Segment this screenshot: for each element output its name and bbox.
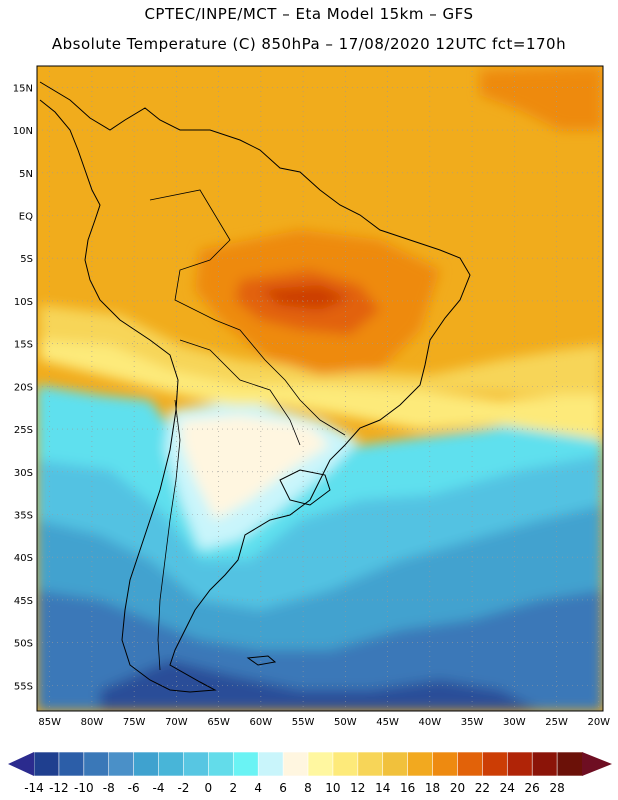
colorbar: -14 -12 -10 -8 -6 -4 -2 0 2 4 6 8 10 12 14 16 18 20 22 24 26…: [0, 748, 618, 800]
lat-tick-label: 50S: [14, 639, 33, 650]
colorbar-swatch: [59, 752, 84, 776]
longitude-ticks: 85W 80W 75W 70W 65W 60W 55W 50W 45W 40W 35W 30W 25W 2…: [38, 717, 610, 728]
colorbar-label: -8: [103, 781, 115, 795]
lat-tick-label: 15N: [13, 83, 33, 94]
lat-tick-label: 25S: [14, 425, 33, 436]
colorbar-swatch: [109, 752, 134, 776]
colorbar-swatch: [532, 752, 557, 776]
colorbar-under-arrow: [8, 752, 34, 776]
colorbar-swatch: [557, 752, 582, 776]
colorbar-label: 2: [229, 781, 237, 795]
colorbar-label: 14: [375, 781, 390, 795]
lat-tick-label: 20S: [14, 382, 33, 393]
colorbar-swatch: [333, 752, 358, 776]
lat-tick-label: 10N: [13, 126, 33, 137]
lat-tick-label: 10S: [14, 297, 33, 308]
colorbar-label: 26: [525, 781, 540, 795]
colorbar-swatch: [433, 752, 458, 776]
colorbar-swatch: [159, 752, 184, 776]
colorbar-over-arrow: [582, 752, 612, 776]
colorbar-swatch: [233, 752, 258, 776]
lat-tick-label: 45S: [14, 596, 33, 607]
colorbar-label: -2: [177, 781, 189, 795]
lat-tick-label: 55S: [14, 681, 33, 692]
lon-tick-label: 75W: [123, 717, 146, 728]
lat-tick-label: 35S: [14, 511, 33, 522]
colorbar-swatch: [358, 752, 383, 776]
lon-tick-label: 40W: [419, 717, 442, 728]
colorbar-label: 0: [205, 781, 213, 795]
colorbar-swatch: [134, 752, 159, 776]
lon-tick-label: 25W: [545, 717, 568, 728]
colorbar-label: 20: [450, 781, 465, 795]
colorbar-swatch: [482, 752, 507, 776]
lat-tick-label: 40S: [14, 553, 33, 564]
colorbar-label: 6: [279, 781, 287, 795]
lon-tick-label: 50W: [334, 717, 357, 728]
lat-tick-label: 15S: [14, 340, 33, 351]
lon-tick-label: 20W: [587, 717, 610, 728]
colorbar-label: 10: [325, 781, 340, 795]
colorbar-swatch: [208, 752, 233, 776]
colorbar-label: 24: [500, 781, 515, 795]
colorbar-swatch: [457, 752, 482, 776]
lon-tick-label: 70W: [165, 717, 188, 728]
temperature-field: [37, 66, 603, 711]
lat-tick-label: 5N: [19, 169, 33, 180]
lat-tick-label: 5S: [20, 254, 33, 265]
colorbar-swatches: [34, 752, 583, 776]
colorbar-swatch: [34, 752, 59, 776]
lat-tick-label: 30S: [14, 468, 33, 479]
lon-tick-label: 35W: [461, 717, 484, 728]
colorbar-swatch: [408, 752, 433, 776]
colorbar-label: 4: [254, 781, 262, 795]
temperature-map: 15N 10N 5N EQ 5S 10S 15S 20S 25S 30S 35S 40S 45S 50S 5…: [0, 0, 618, 745]
colorbar-labels: -14 -12 -10 -8 -6 -4 -2 0 2 4 6 8 10 12 14 16 18 20 22 24 26…: [24, 781, 565, 795]
lat-tick-label: EQ: [19, 212, 33, 223]
lon-tick-label: 85W: [38, 717, 61, 728]
colorbar-swatch: [258, 752, 283, 776]
lon-tick-label: 55W: [292, 717, 315, 728]
colorbar-swatch: [383, 752, 408, 776]
colorbar-label: 28: [549, 781, 564, 795]
colorbar-swatch: [84, 752, 109, 776]
colorbar-swatch: [283, 752, 308, 776]
colorbar-label: 18: [425, 781, 440, 795]
latitude-ticks: 15N 10N 5N EQ 5S 10S 15S 20S 25S 30S 35S 40S 45S 50S 5…: [13, 83, 33, 692]
lon-tick-label: 45W: [376, 717, 399, 728]
colorbar-swatch: [507, 752, 532, 776]
colorbar-swatch: [183, 752, 208, 776]
colorbar-label: 8: [304, 781, 312, 795]
colorbar-label: 16: [400, 781, 415, 795]
colorbar-swatch: [308, 752, 333, 776]
colorbar-label: -6: [128, 781, 140, 795]
colorbar-label: 12: [350, 781, 365, 795]
colorbar-label: -12: [49, 781, 69, 795]
colorbar-label: -10: [74, 781, 94, 795]
lon-tick-label: 80W: [81, 717, 104, 728]
colorbar-label: 22: [475, 781, 490, 795]
lon-tick-label: 30W: [503, 717, 526, 728]
lon-tick-label: 60W: [250, 717, 273, 728]
colorbar-label: -14: [24, 781, 44, 795]
lon-tick-label: 65W: [207, 717, 230, 728]
colorbar-label: -4: [153, 781, 165, 795]
